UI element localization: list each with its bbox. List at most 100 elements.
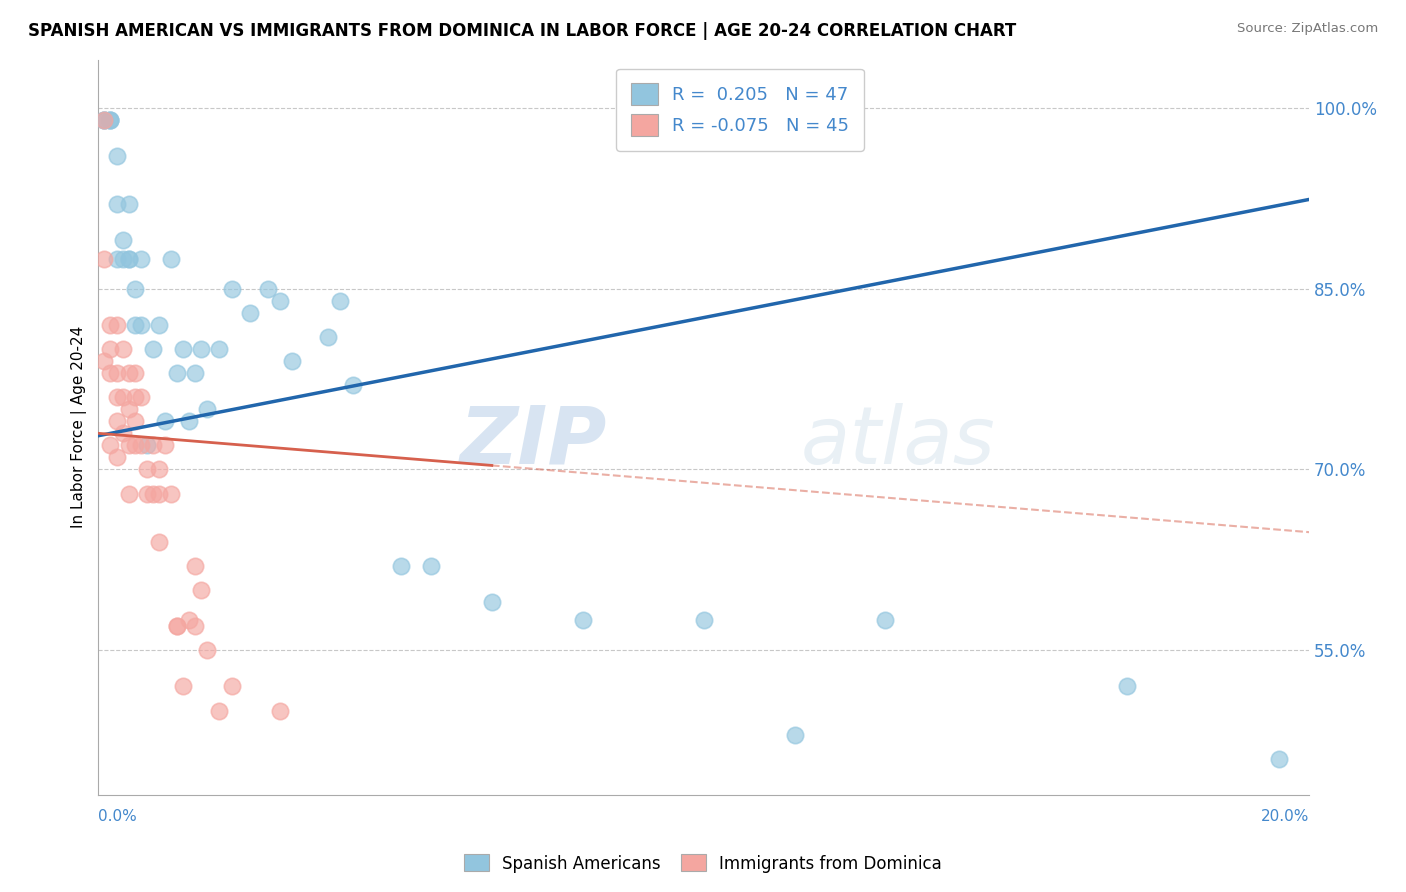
Point xyxy=(184,366,207,380)
Text: atlas: atlas xyxy=(800,403,995,481)
Point xyxy=(221,282,243,296)
Point xyxy=(166,366,188,380)
Y-axis label: In Labor Force | Age 20-24: In Labor Force | Age 20-24 xyxy=(72,326,87,528)
Point xyxy=(135,462,157,476)
Point xyxy=(93,112,115,127)
Point xyxy=(124,438,146,452)
Point xyxy=(172,680,194,694)
Point xyxy=(184,558,207,573)
Point xyxy=(153,414,176,428)
Point xyxy=(93,112,115,127)
Point xyxy=(148,318,170,332)
Point xyxy=(875,613,897,627)
Point xyxy=(148,534,170,549)
Point xyxy=(100,112,122,127)
Point xyxy=(481,595,503,609)
Point xyxy=(166,619,188,633)
Point xyxy=(117,402,139,417)
Point xyxy=(148,486,170,500)
Point xyxy=(93,354,115,368)
Point xyxy=(179,613,201,627)
Point xyxy=(124,390,146,404)
Point xyxy=(318,330,340,344)
Point xyxy=(195,643,218,657)
Point xyxy=(100,366,122,380)
Text: ZIP: ZIP xyxy=(460,403,607,481)
Point xyxy=(100,318,122,332)
Point xyxy=(179,414,201,428)
Point xyxy=(129,438,152,452)
Point xyxy=(166,619,188,633)
Point xyxy=(190,342,212,356)
Point xyxy=(269,293,291,308)
Legend: Spanish Americans, Immigrants from Dominica: Spanish Americans, Immigrants from Domin… xyxy=(457,847,949,880)
Point xyxy=(208,704,231,718)
Point xyxy=(142,486,165,500)
Point xyxy=(184,619,207,633)
Point xyxy=(148,462,170,476)
Point xyxy=(111,390,134,404)
Point xyxy=(142,342,165,356)
Point xyxy=(693,613,716,627)
Point xyxy=(389,558,412,573)
Point xyxy=(117,366,139,380)
Point xyxy=(160,486,183,500)
Point xyxy=(172,342,194,356)
Point xyxy=(105,414,128,428)
Text: Source: ZipAtlas.com: Source: ZipAtlas.com xyxy=(1237,22,1378,36)
Point xyxy=(269,704,291,718)
Point xyxy=(100,112,122,127)
Point xyxy=(117,197,139,211)
Point xyxy=(105,318,128,332)
Point xyxy=(100,112,122,127)
Point xyxy=(105,252,128,266)
Text: SPANISH AMERICAN VS IMMIGRANTS FROM DOMINICA IN LABOR FORCE | AGE 20-24 CORRELAT: SPANISH AMERICAN VS IMMIGRANTS FROM DOMI… xyxy=(28,22,1017,40)
Point xyxy=(239,306,262,320)
Point xyxy=(281,354,304,368)
Legend: R =  0.205   N = 47, R = -0.075   N = 45: R = 0.205 N = 47, R = -0.075 N = 45 xyxy=(616,69,863,151)
Point xyxy=(111,252,134,266)
Point xyxy=(420,558,443,573)
Text: 20.0%: 20.0% xyxy=(1261,809,1309,824)
Point xyxy=(135,486,157,500)
Point xyxy=(93,112,115,127)
Point xyxy=(342,378,364,392)
Point xyxy=(129,252,152,266)
Point xyxy=(93,112,115,127)
Point xyxy=(124,366,146,380)
Point xyxy=(571,613,593,627)
Point xyxy=(142,438,165,452)
Point xyxy=(111,426,134,441)
Point xyxy=(135,438,157,452)
Point xyxy=(105,366,128,380)
Point xyxy=(100,438,122,452)
Point xyxy=(257,282,280,296)
Point xyxy=(160,252,183,266)
Point xyxy=(105,197,128,211)
Point xyxy=(105,390,128,404)
Point xyxy=(111,342,134,356)
Point xyxy=(117,252,139,266)
Point xyxy=(124,318,146,332)
Point xyxy=(111,234,134,248)
Point xyxy=(124,414,146,428)
Point xyxy=(105,450,128,465)
Point xyxy=(117,252,139,266)
Point xyxy=(124,282,146,296)
Point xyxy=(153,438,176,452)
Point xyxy=(1116,680,1139,694)
Point xyxy=(329,293,352,308)
Point xyxy=(105,149,128,163)
Point xyxy=(117,486,139,500)
Point xyxy=(93,252,115,266)
Point xyxy=(1268,752,1291,766)
Text: 0.0%: 0.0% xyxy=(98,809,138,824)
Point xyxy=(208,342,231,356)
Point xyxy=(190,582,212,597)
Point xyxy=(221,680,243,694)
Point xyxy=(783,728,806,742)
Point xyxy=(117,438,139,452)
Point xyxy=(129,390,152,404)
Point xyxy=(195,402,218,417)
Point xyxy=(129,318,152,332)
